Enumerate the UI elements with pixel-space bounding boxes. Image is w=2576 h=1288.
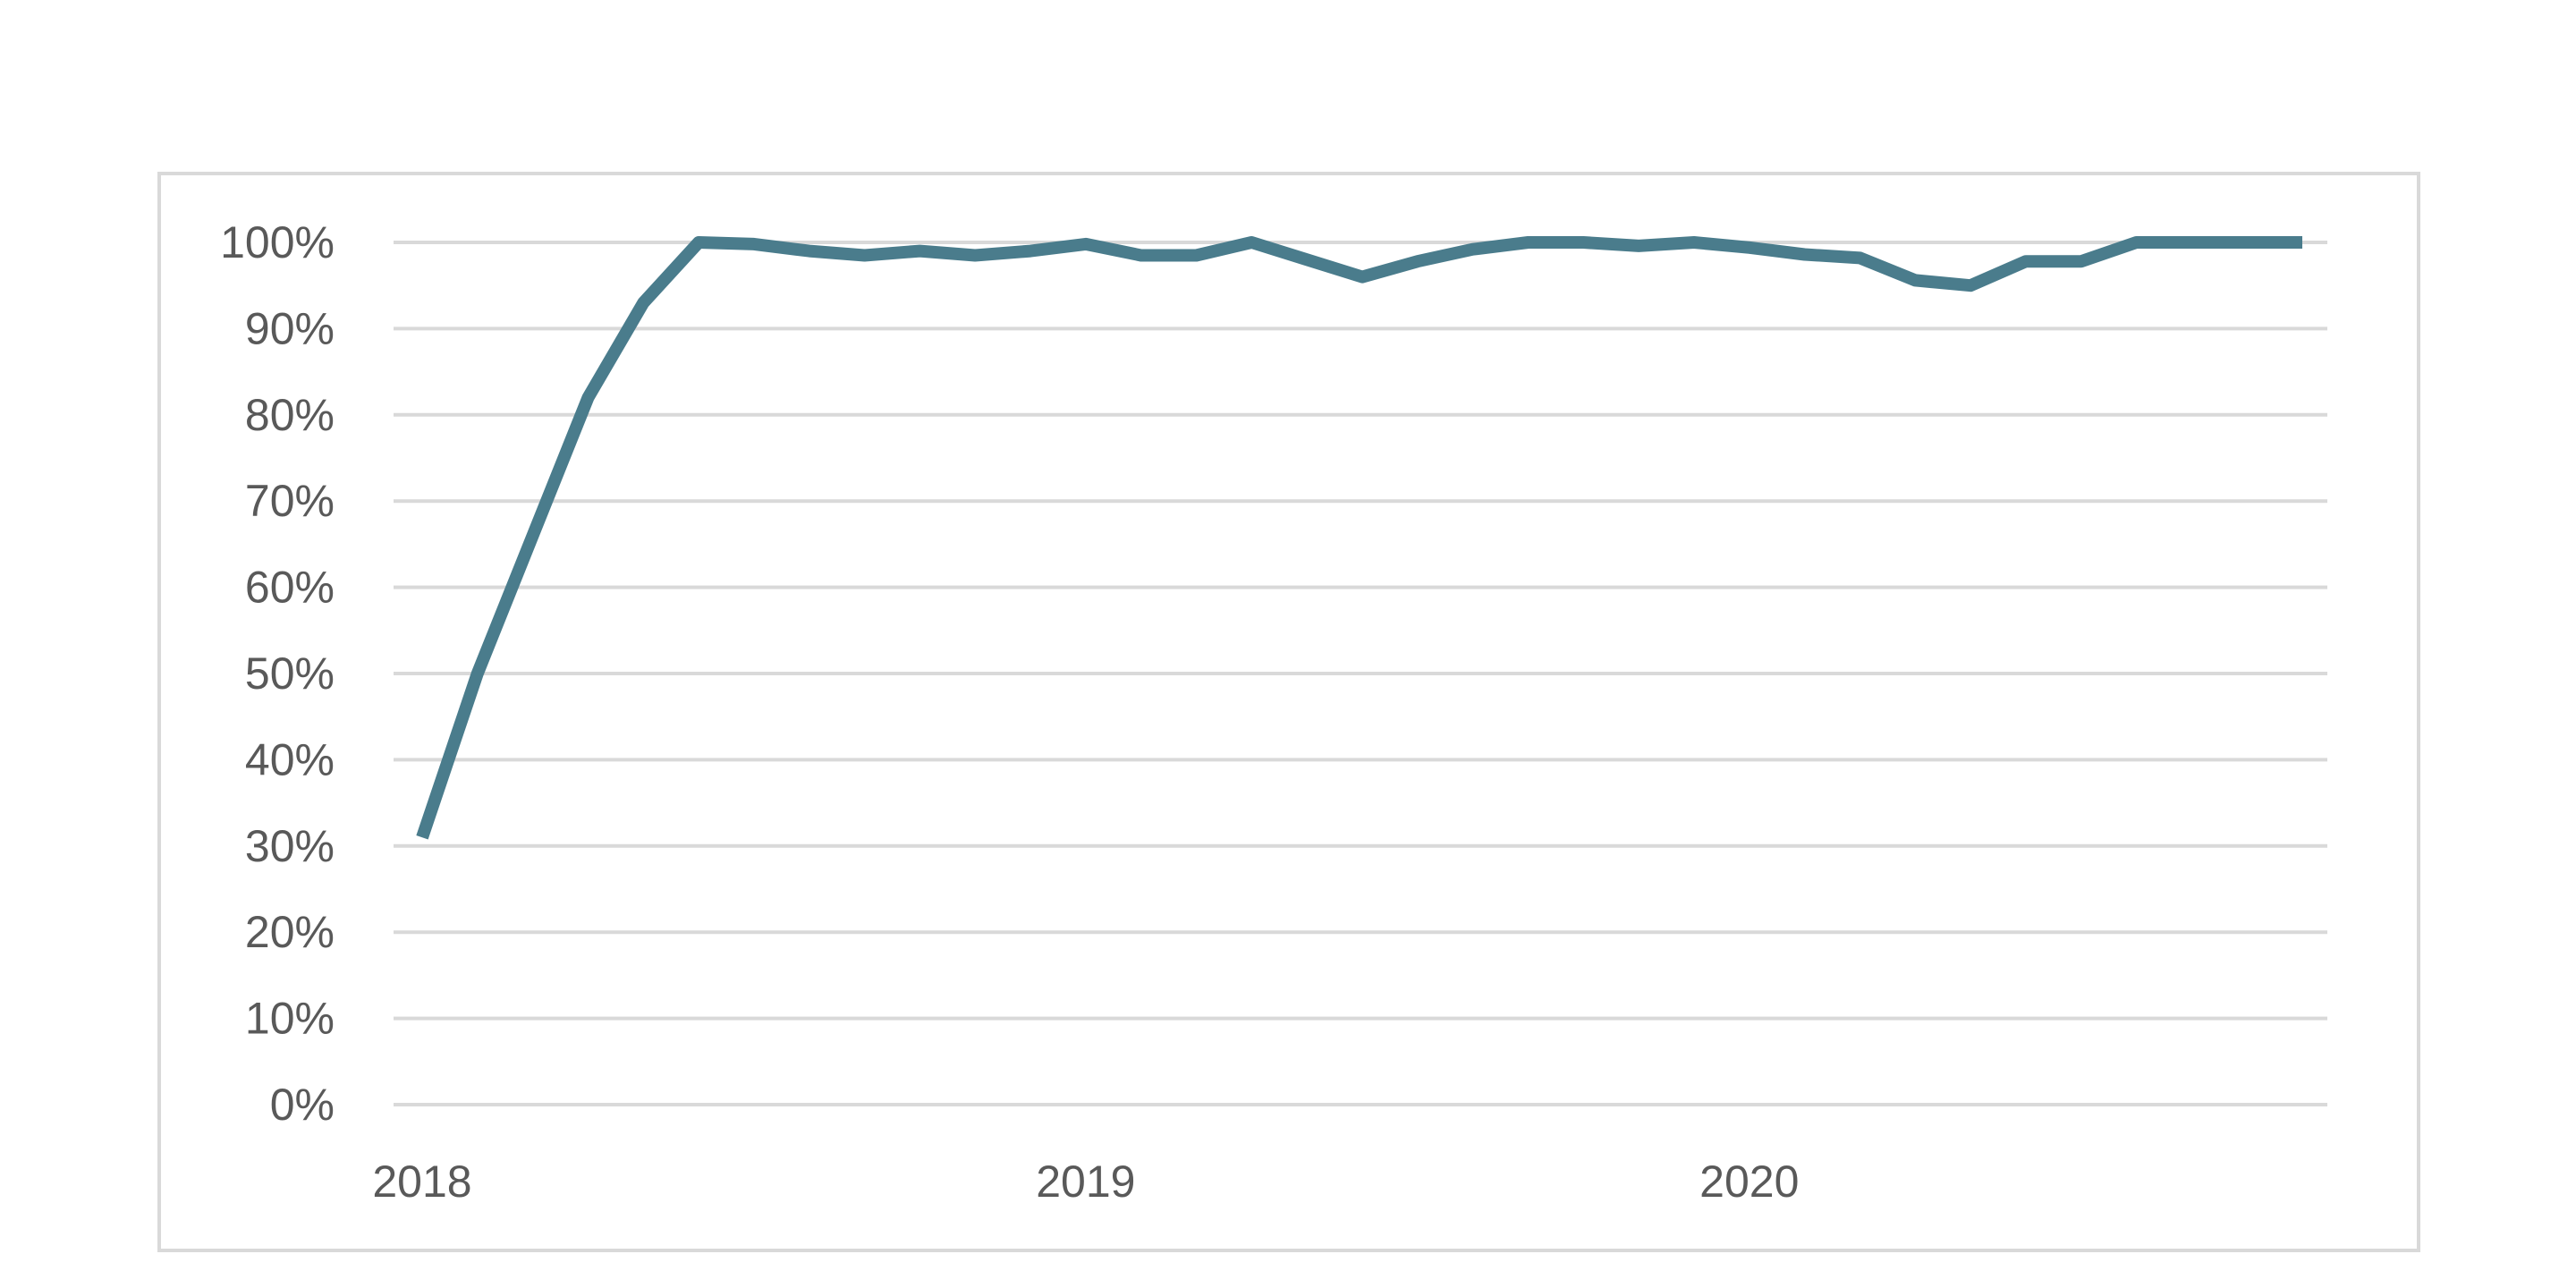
y-tick-label: 0% [270,1080,335,1130]
x-tick-label: 2019 [1036,1157,1135,1207]
y-tick-label: 80% [245,390,335,440]
series-layer [416,236,2302,840]
gridlines [394,241,2327,1106]
y-tick-label: 30% [245,821,335,871]
y-axis-tick-labels: 0% 10% 20% 30% 40% 50% 60% 70% 80% 90% 100% [220,217,335,1130]
y-tick-label: 60% [245,563,335,613]
x-axis-tick-labels: 2018 2019 2020 [372,1157,1799,1207]
chart-frame [157,172,2420,1252]
y-tick-label: 50% [245,648,335,699]
y-tick-label: 100% [220,217,335,267]
y-tick-label: 40% [245,734,335,784]
y-tick-label: 90% [245,303,335,353]
y-tick-label: 10% [245,994,335,1044]
y-tick-label: 20% [245,907,335,957]
series-line [416,236,2302,840]
x-tick-label: 2018 [372,1157,471,1207]
y-tick-label: 70% [245,476,335,526]
x-tick-label: 2020 [1699,1157,1799,1207]
